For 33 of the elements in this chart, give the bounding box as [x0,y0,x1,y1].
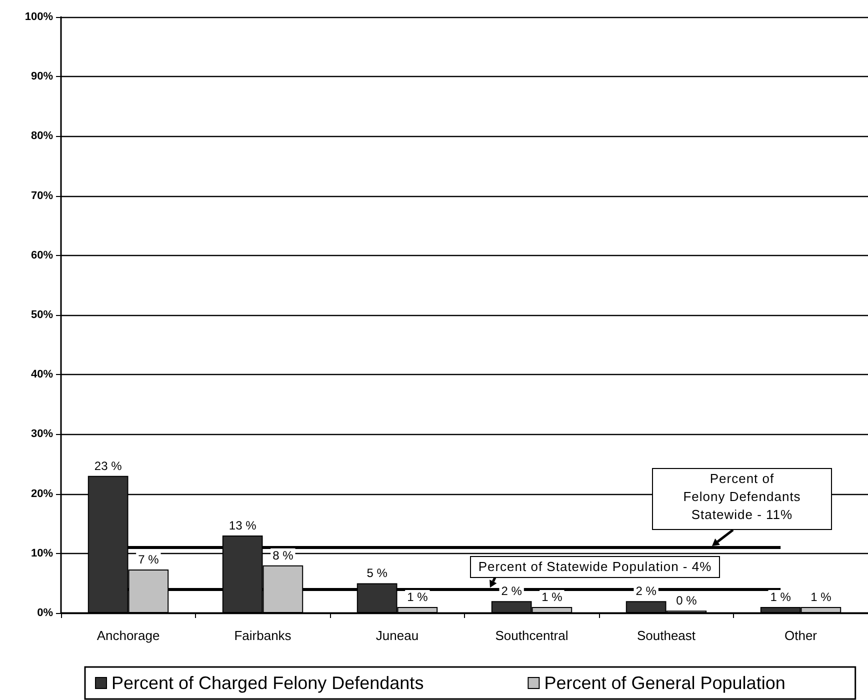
y-tick-label: 50% [30,309,54,321]
y-tick-label: 60% [30,249,54,262]
ref-line-label: Percent of Felony Defendants Statewide - 11% [682,470,802,524]
data-label: 5 % [366,566,388,580]
data-label: 0 % [676,594,698,608]
y-tick-label: 40% [30,368,54,381]
x-tick-label: Anchorage [96,628,160,643]
y-tick-label: 20% [30,488,54,500]
x-tick-label: Fairbanks [234,628,292,643]
y-tick-label: 80% [30,130,54,142]
x-tick-label: Juneau [376,628,419,643]
data-label: 1 % [770,590,792,604]
y-tick-label: 90% [30,70,54,83]
x-tick-label: Other [784,628,818,643]
y-tick-label: 30% [30,428,54,440]
data-label: 1 % [542,590,563,604]
y-tick-label: 100% [24,11,54,23]
data-label: 13 % [228,518,257,533]
ref-line-label: Percent of Statewide Population - 4% [477,558,713,576]
data-label: 2 % [636,584,657,598]
x-tick-label: Southeast [636,628,696,643]
y-tick-label: 70% [30,190,54,202]
data-label: 8 % [272,548,294,562]
data-label: 1 % [407,590,428,604]
data-label: 7 % [138,552,160,566]
data-label: 23 % [94,458,122,473]
data-label: 2 % [501,584,522,598]
y-tick-label: 0% [37,607,54,619]
legend-label: Percent of Charged Felony Defendants [112,673,424,693]
legend-label: Percent of General Population [544,673,786,693]
y-tick-label: 10% [30,547,54,560]
data-label: 1 % [810,590,832,604]
x-tick-label: Southcentral [495,628,568,643]
